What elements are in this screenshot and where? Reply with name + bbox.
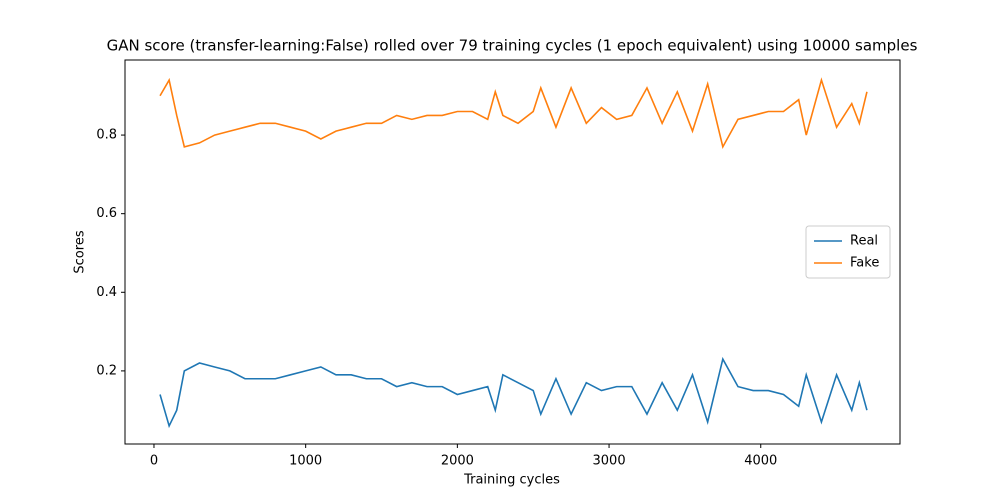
line-series — [159, 77, 868, 150]
plot-frame — [124, 59, 901, 445]
x-tick-label: 4000 — [744, 454, 777, 469]
x-tick-label: 3000 — [593, 454, 626, 469]
x-tick-label: 1000 — [289, 454, 322, 469]
y-tick-label: 0.8 — [96, 128, 117, 143]
line-series — [159, 356, 868, 429]
x-axis-label: Training cycles — [463, 473, 560, 488]
legend-label: Real — [850, 234, 878, 249]
x-tick-label: 0 — [150, 454, 158, 469]
y-tick-label: 0.6 — [96, 206, 117, 221]
y-axis-label: Scores — [73, 230, 88, 273]
y-tick-label: 0.2 — [96, 363, 117, 378]
legend-box — [805, 225, 891, 279]
y-tick-label: 0.4 — [96, 285, 117, 300]
chart-title: GAN score (transfer-learning:False) roll… — [107, 37, 918, 55]
x-tick-label: 2000 — [441, 454, 474, 469]
legend-label: Fake — [850, 256, 879, 271]
